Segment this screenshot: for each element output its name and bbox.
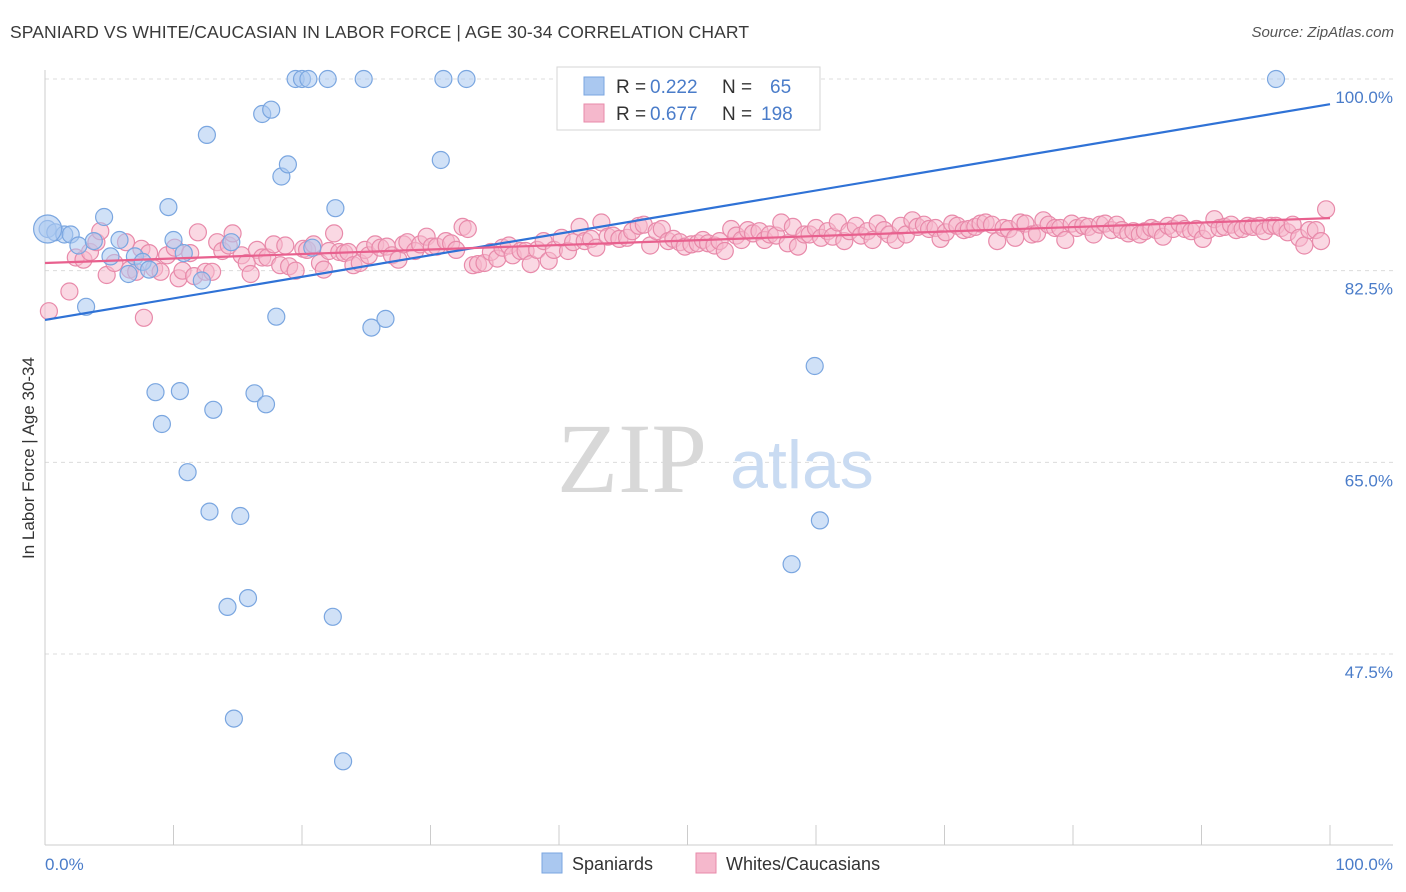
- x-tick-label: 100.0%: [1335, 855, 1393, 874]
- white-point: [134, 308, 153, 327]
- y-tick-label: 82.5%: [1345, 280, 1393, 299]
- spaniard-point: [810, 511, 830, 530]
- x-tick-label: 0.0%: [45, 855, 84, 874]
- spaniard-point: [782, 555, 801, 574]
- spaniard-point: [178, 463, 197, 482]
- trend-line-whites: [44, 216, 1331, 265]
- spaniard-point: [376, 309, 395, 328]
- white-point: [241, 264, 260, 284]
- spaniard-point: [197, 125, 216, 144]
- watermark: ZIP atlas: [557, 403, 874, 514]
- white-point: [39, 302, 59, 321]
- spaniard-point: [262, 100, 281, 119]
- white-point: [286, 261, 305, 280]
- bottom-legend-swatch-whites: [695, 852, 717, 874]
- spaniard-point: [146, 383, 165, 402]
- chart-source: Source: ZipAtlas.com: [1251, 24, 1394, 41]
- white-point: [60, 282, 79, 301]
- spaniard-point: [278, 155, 297, 174]
- spaniard-point: [159, 198, 178, 217]
- spaniard-point: [318, 69, 337, 89]
- spaniard-point: [222, 233, 241, 252]
- white-point: [325, 224, 344, 243]
- bottom-legend-swatch-spaniards: [541, 852, 563, 874]
- spaniard-point: [1266, 69, 1286, 89]
- spaniard-point: [94, 207, 114, 227]
- axes: [44, 70, 1393, 846]
- watermark-zip: ZIP: [557, 403, 707, 514]
- spaniard-point: [256, 395, 276, 414]
- white-point: [188, 223, 207, 242]
- white-point: [1311, 232, 1331, 251]
- white-point: [1006, 228, 1025, 247]
- spaniard-point: [224, 709, 243, 728]
- spaniard-point: [334, 752, 353, 771]
- legend-n-label-1: N =: [722, 77, 752, 98]
- legend-swatch-spaniards: [583, 76, 605, 96]
- legend-r-value-2: 0.677: [650, 104, 698, 125]
- watermark-atlas: atlas: [730, 427, 874, 503]
- spaniard-point: [231, 506, 250, 526]
- spaniard-point: [204, 400, 223, 419]
- white-point: [863, 230, 882, 250]
- bottom-legend-label-spaniards: Spaniards: [572, 854, 653, 874]
- spaniard-point: [354, 69, 373, 89]
- spaniard-point: [69, 236, 88, 255]
- spaniard-point: [119, 264, 138, 284]
- spaniard-point: [323, 607, 342, 626]
- white-point: [715, 241, 734, 261]
- spaniard-point: [218, 597, 237, 617]
- spaniard-point: [110, 230, 129, 250]
- trend-lines: [44, 103, 1331, 322]
- spaniard-point: [299, 69, 318, 89]
- legend-swatch-whites: [583, 103, 605, 123]
- spaniard-point: [303, 238, 322, 257]
- spaniard-point-large: [32, 214, 63, 244]
- spaniard-point: [326, 199, 345, 218]
- spaniard-point: [84, 232, 103, 251]
- white-point: [1056, 230, 1075, 250]
- spaniard-point: [101, 247, 120, 266]
- white-point: [458, 219, 477, 239]
- bottom-legend-label-whites: Whites/Caucasians: [726, 854, 880, 874]
- spaniard-point: [267, 307, 286, 326]
- legend-r-label-2: R =: [616, 104, 646, 125]
- series-legend: Spaniards Whites/Caucasians: [541, 852, 880, 874]
- white-point: [276, 236, 295, 255]
- spaniard-point: [200, 502, 219, 521]
- gridlines: [45, 78, 1393, 655]
- spaniard-point: [805, 356, 824, 376]
- tick-labels: 47.5% 65.0% 82.5% 100.0% 0.0% 100.0%: [45, 88, 1393, 874]
- y-tick-label: 100.0%: [1335, 88, 1393, 107]
- y-tick-label: 65.0%: [1345, 471, 1393, 490]
- legend-r-value-1: 0.222: [650, 77, 698, 98]
- spaniard-point: [140, 260, 159, 279]
- legend-n-value-1: 65: [770, 77, 791, 98]
- white-point: [1295, 236, 1314, 255]
- spaniard-point: [434, 69, 453, 89]
- spaniard-point: [152, 414, 171, 434]
- trend-line-spaniards: [44, 103, 1331, 322]
- legend-n-label-2: N =: [722, 104, 752, 125]
- white-point: [1316, 200, 1336, 219]
- white-point: [314, 260, 333, 279]
- stats-legend: R = 0.222 N = 65 R = 0.677 N = 198: [556, 66, 821, 131]
- spaniard-point: [164, 230, 183, 250]
- spaniard-point: [76, 297, 96, 316]
- spaniard-point: [431, 150, 450, 170]
- spaniard-point: [245, 384, 264, 403]
- y-axis-label: In Labor Force | Age 30-34: [19, 357, 38, 559]
- y-tick-label: 47.5%: [1345, 663, 1393, 682]
- spaniard-point: [192, 271, 211, 290]
- chart-title: SPANIARD VS WHITE/CAUCASIAN IN LABOR FOR…: [10, 22, 750, 42]
- spaniard-point: [170, 382, 189, 401]
- spaniard-point: [457, 69, 476, 89]
- legend-r-label-1: R =: [616, 77, 646, 98]
- legend-n-value-2: 198: [761, 104, 793, 125]
- spaniard-point: [238, 588, 258, 608]
- spaniard-point: [362, 318, 381, 337]
